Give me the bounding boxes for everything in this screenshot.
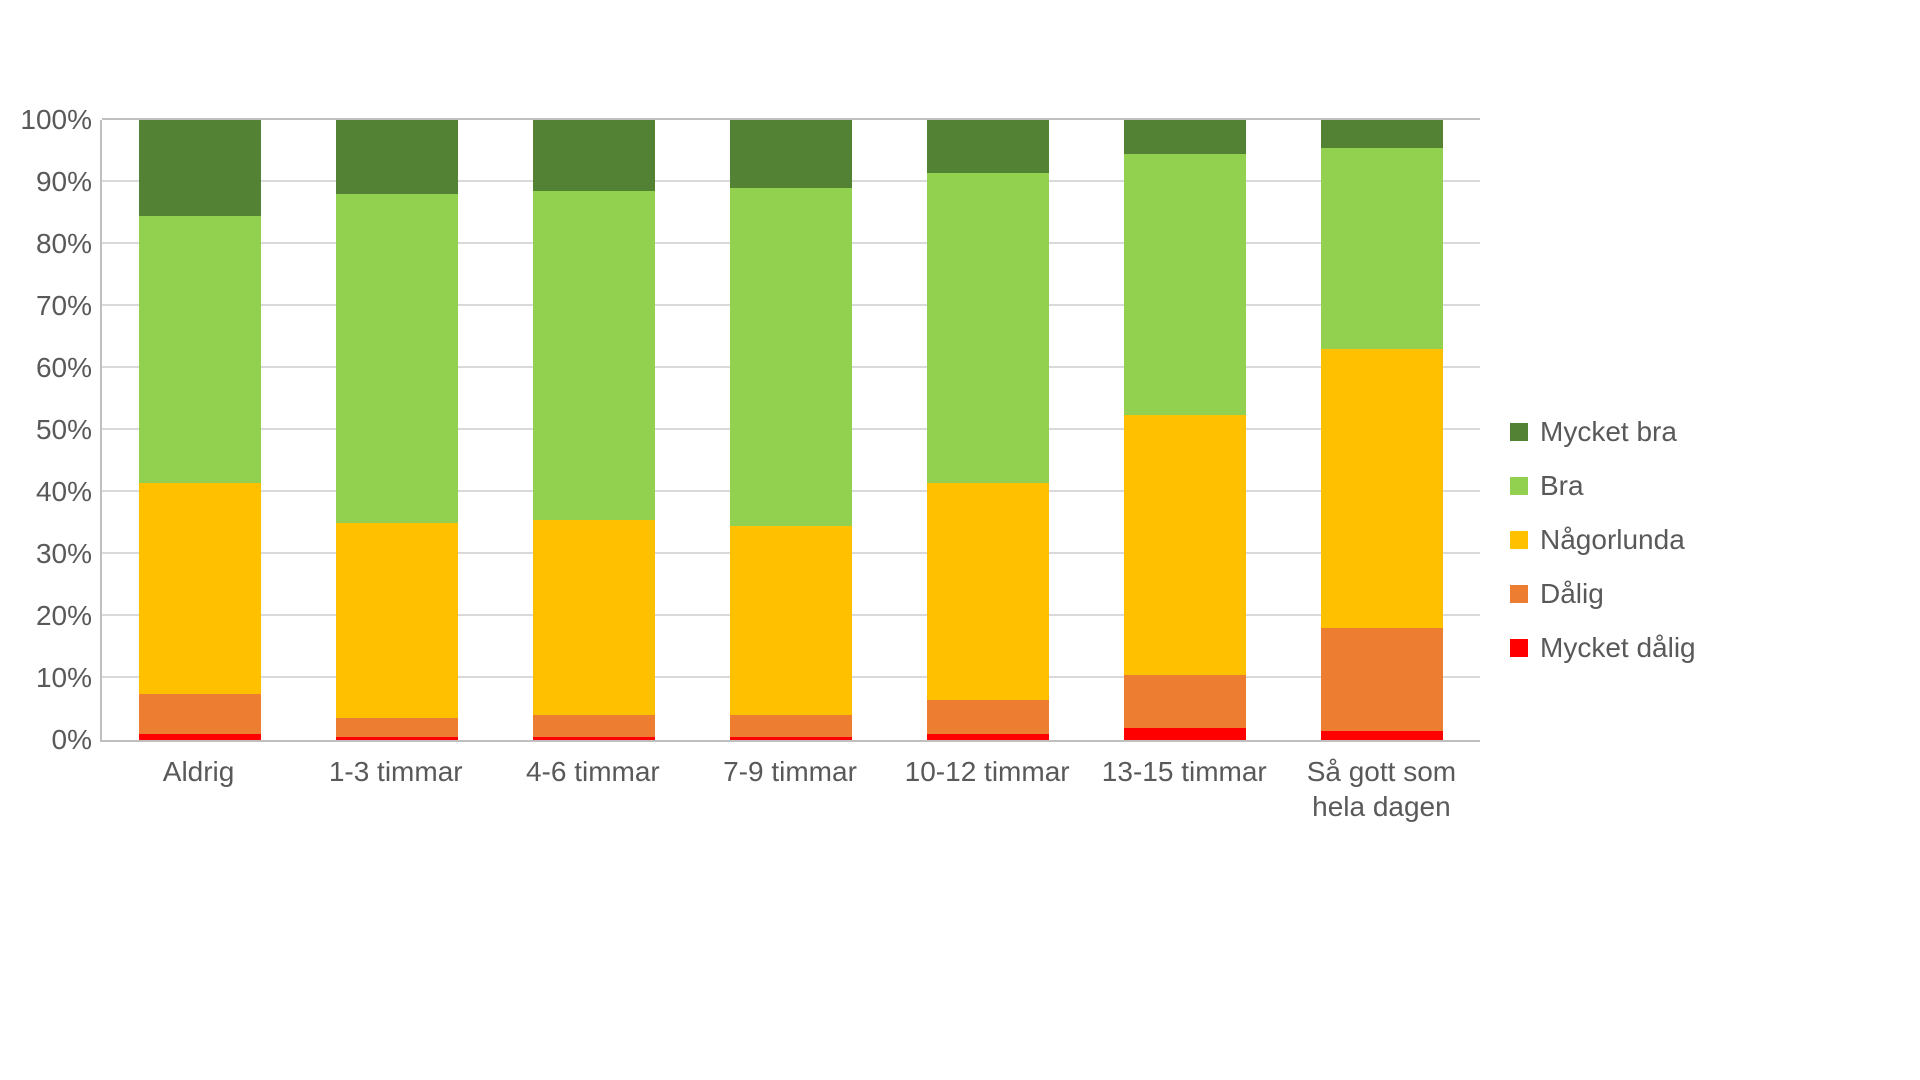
bar-segment-bra (139, 216, 261, 483)
y-axis-label: 100% (7, 104, 92, 136)
x-axis-label: Så gott som hela dagen (1283, 754, 1480, 824)
bar-segment-nagorlunda (533, 520, 655, 715)
x-axis: Aldrig1-3 timmar4-6 timmar7-9 timmar10-1… (100, 754, 1480, 824)
stacked-bar (927, 118, 1049, 740)
stacked-bar (730, 118, 852, 740)
bar-segment-dalig (533, 715, 655, 737)
plot-column: 0%10%20%30%40%50%60%70%80%90%100% Aldrig… (100, 120, 1480, 960)
legend-item-nagorlunda: Någorlunda (1510, 524, 1810, 556)
bar-segment-mycket_bra (1124, 120, 1246, 154)
bar-segment-mycket_dalig (1321, 731, 1443, 740)
bar-segment-nagorlunda (730, 526, 852, 715)
x-axis-label: Aldrig (100, 754, 297, 824)
bar-segment-bra (927, 173, 1049, 483)
bar-segment-bra (1124, 154, 1246, 414)
stacked-bar (1321, 118, 1443, 740)
y-axis-label: 20% (7, 600, 92, 632)
bar-segment-dalig (730, 715, 852, 737)
y-axis-label: 60% (7, 352, 92, 384)
bar-segment-mycket_bra (139, 120, 261, 216)
bar-slot (102, 120, 299, 740)
bar-segment-bra (1321, 148, 1443, 350)
y-axis-label: 30% (7, 538, 92, 570)
bar-segment-bra (533, 191, 655, 520)
plot-area: 0%10%20%30%40%50%60%70%80%90%100% (100, 120, 1480, 742)
bar-slot (299, 120, 496, 740)
y-axis-label: 90% (7, 166, 92, 198)
stacked-bar-chart: 0%10%20%30%40%50%60%70%80%90%100% Aldrig… (100, 120, 1820, 960)
bar-segment-nagorlunda (927, 483, 1049, 700)
legend-swatch (1510, 423, 1528, 441)
stacked-bar (139, 118, 261, 740)
legend-swatch (1510, 477, 1528, 495)
y-axis-label: 0% (7, 724, 92, 756)
legend-item-dalig: Dålig (1510, 578, 1810, 610)
bar-slot (1086, 120, 1283, 740)
legend-item-mycket_bra: Mycket bra (1510, 416, 1810, 448)
legend-label: Dålig (1540, 578, 1604, 610)
y-axis-label: 10% (7, 662, 92, 694)
bar-segment-mycket_bra (1321, 120, 1443, 148)
bar-segment-nagorlunda (1124, 415, 1246, 675)
bar-segment-nagorlunda (139, 483, 261, 694)
legend-label: Bra (1540, 470, 1584, 502)
bars-container (102, 120, 1480, 740)
x-axis-label: 10-12 timmar (889, 754, 1086, 824)
bar-segment-dalig (927, 700, 1049, 734)
stacked-bar (336, 118, 458, 740)
bar-slot (889, 120, 1086, 740)
y-axis-label: 80% (7, 228, 92, 260)
x-axis-label: 7-9 timmar (691, 754, 888, 824)
legend: Mycket bra Bra Någorlunda Dålig Mycket dålig (1480, 120, 1810, 960)
legend-label: Mycket dålig (1540, 632, 1696, 664)
x-axis-label: 13-15 timmar (1086, 754, 1283, 824)
bar-segment-mycket_bra (533, 120, 655, 191)
bar-segment-nagorlunda (336, 523, 458, 718)
legend-item-bra: Bra (1510, 470, 1810, 502)
bar-segment-bra (730, 188, 852, 526)
legend-swatch (1510, 531, 1528, 549)
bar-segment-mycket_dalig (336, 737, 458, 740)
legend-label: Mycket bra (1540, 416, 1677, 448)
bar-segment-nagorlunda (1321, 349, 1443, 628)
x-axis-label: 1-3 timmar (297, 754, 494, 824)
legend-swatch (1510, 585, 1528, 603)
y-axis-label: 40% (7, 476, 92, 508)
stacked-bar (1124, 118, 1246, 740)
legend-label: Någorlunda (1540, 524, 1685, 556)
bar-segment-mycket_dalig (533, 737, 655, 740)
bar-segment-mycket_bra (730, 120, 852, 188)
bar-segment-dalig (336, 718, 458, 737)
bar-segment-mycket_dalig (927, 734, 1049, 740)
legend-item-mycket_dalig: Mycket dålig (1510, 632, 1810, 664)
bar-segment-mycket_dalig (139, 734, 261, 740)
bar-segment-mycket_dalig (730, 737, 852, 740)
y-axis-label: 70% (7, 290, 92, 322)
bar-slot (1283, 120, 1480, 740)
bar-segment-mycket_bra (336, 120, 458, 194)
y-axis-label: 50% (7, 414, 92, 446)
x-axis-label: 4-6 timmar (494, 754, 691, 824)
bar-segment-mycket_dalig (1124, 728, 1246, 740)
stacked-bar (533, 118, 655, 740)
legend-swatch (1510, 639, 1528, 657)
bar-slot (496, 120, 693, 740)
bar-segment-mycket_bra (927, 120, 1049, 173)
bar-slot (693, 120, 890, 740)
bar-segment-dalig (139, 694, 261, 734)
bar-segment-dalig (1124, 675, 1246, 728)
bar-segment-dalig (1321, 628, 1443, 730)
bar-segment-bra (336, 194, 458, 523)
